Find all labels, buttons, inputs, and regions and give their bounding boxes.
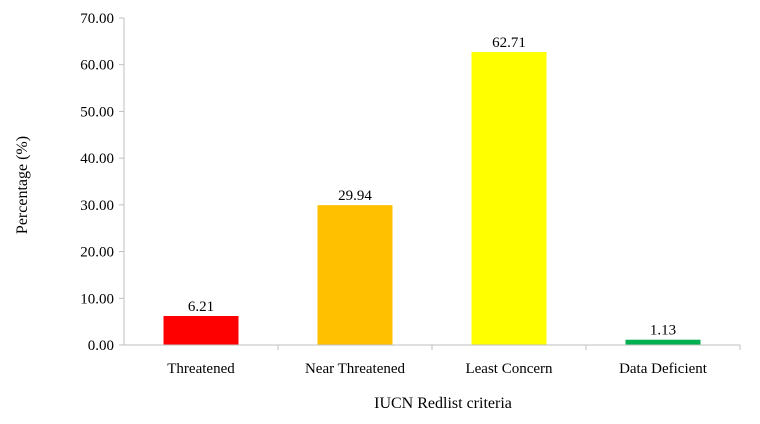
bar-value-labels: 6.21 29.94 62.71 1.13 — [188, 35, 676, 339]
y-axis-ticks: 0.00 10.00 20.00 30.00 40.00 50.00 60.00 70.00 — [80, 11, 124, 354]
bar-data-deficient — [625, 339, 701, 345]
bar-threatened — [163, 315, 239, 345]
y-tick-label: 20.00 — [80, 245, 114, 261]
y-tick-label: 60.00 — [80, 58, 114, 74]
y-axis-title: Percentage (%) — [14, 136, 31, 234]
y-tick-label: 10.00 — [80, 291, 114, 307]
x-category-label: Least Concern — [465, 361, 553, 377]
y-tick-label: 0.00 — [88, 338, 114, 354]
x-category-label: Data Deficient — [619, 361, 708, 377]
x-category-label: Threatened — [167, 361, 235, 377]
bar-value-label: 6.21 — [188, 299, 214, 315]
bar-near-threatened — [317, 205, 393, 345]
y-tick-label: 50.00 — [80, 104, 114, 120]
bars — [163, 52, 701, 345]
x-category-label: Near Threatened — [305, 361, 406, 377]
x-axis-categories: Threatened Near Threatened Least Concern Da… — [167, 345, 741, 377]
y-tick-label: 40.00 — [80, 151, 114, 167]
bar-value-label: 29.94 — [338, 188, 372, 204]
y-tick-label: 30.00 — [80, 198, 114, 214]
x-axis-title: IUCN Redlist criteria — [374, 395, 512, 412]
bar-value-label: 62.71 — [492, 35, 526, 51]
bar-value-label: 1.13 — [650, 323, 676, 339]
y-tick-label: 70.00 — [80, 11, 114, 27]
bar-least-concern — [471, 52, 547, 345]
